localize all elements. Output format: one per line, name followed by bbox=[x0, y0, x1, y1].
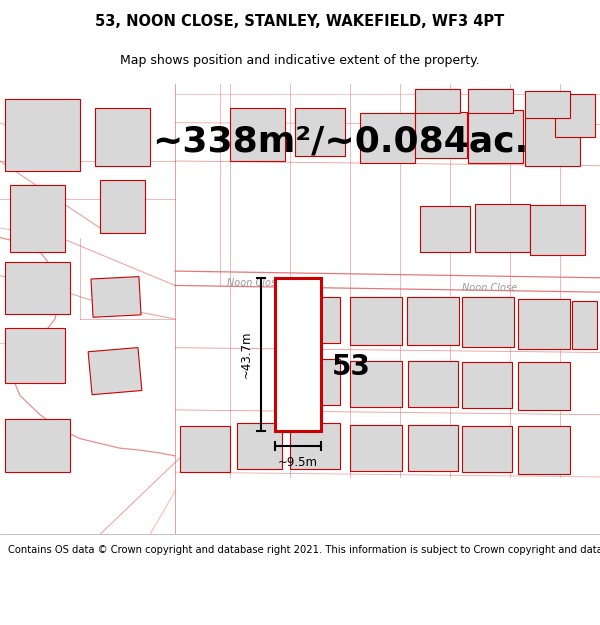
Text: Contains OS data © Crown copyright and database right 2021. This information is : Contains OS data © Crown copyright and d… bbox=[8, 545, 600, 555]
Polygon shape bbox=[5, 419, 70, 472]
Polygon shape bbox=[350, 297, 402, 345]
Text: ~9.5m: ~9.5m bbox=[278, 456, 318, 469]
Polygon shape bbox=[462, 426, 512, 472]
Text: Noon Close: Noon Close bbox=[463, 283, 518, 293]
Polygon shape bbox=[295, 108, 345, 156]
Polygon shape bbox=[10, 185, 65, 252]
Polygon shape bbox=[415, 112, 467, 158]
Bar bbox=[275, 278, 321, 431]
Polygon shape bbox=[462, 362, 512, 408]
Polygon shape bbox=[290, 297, 340, 343]
Polygon shape bbox=[555, 94, 595, 137]
Polygon shape bbox=[530, 205, 585, 255]
Polygon shape bbox=[88, 348, 142, 394]
Polygon shape bbox=[407, 297, 459, 345]
Polygon shape bbox=[408, 425, 458, 471]
Polygon shape bbox=[468, 89, 513, 113]
Polygon shape bbox=[5, 328, 65, 383]
Polygon shape bbox=[290, 359, 340, 405]
Polygon shape bbox=[462, 297, 514, 347]
Polygon shape bbox=[5, 99, 80, 171]
Polygon shape bbox=[518, 426, 570, 474]
Polygon shape bbox=[180, 426, 230, 472]
Polygon shape bbox=[5, 261, 70, 314]
Polygon shape bbox=[100, 180, 145, 232]
Text: ~43.7m: ~43.7m bbox=[240, 331, 253, 378]
Polygon shape bbox=[237, 423, 282, 469]
Polygon shape bbox=[230, 108, 285, 161]
Text: Map shows position and indicative extent of the property.: Map shows position and indicative extent… bbox=[120, 54, 480, 68]
Polygon shape bbox=[475, 204, 530, 252]
Text: 53, NOON CLOSE, STANLEY, WAKEFIELD, WF3 4PT: 53, NOON CLOSE, STANLEY, WAKEFIELD, WF3 … bbox=[95, 14, 505, 29]
Polygon shape bbox=[360, 113, 415, 163]
Polygon shape bbox=[95, 108, 150, 166]
Polygon shape bbox=[420, 206, 470, 252]
Polygon shape bbox=[290, 423, 340, 469]
Text: ~338m²/~0.084ac.: ~338m²/~0.084ac. bbox=[152, 125, 528, 159]
Polygon shape bbox=[350, 361, 402, 407]
Polygon shape bbox=[518, 362, 570, 410]
Text: 53: 53 bbox=[332, 352, 370, 381]
Polygon shape bbox=[518, 299, 570, 349]
Polygon shape bbox=[350, 425, 402, 471]
Polygon shape bbox=[525, 91, 570, 118]
Polygon shape bbox=[572, 301, 597, 349]
Polygon shape bbox=[468, 110, 523, 163]
Polygon shape bbox=[525, 113, 580, 166]
Polygon shape bbox=[415, 89, 460, 113]
Text: Noon Close: Noon Close bbox=[227, 278, 283, 288]
Polygon shape bbox=[408, 361, 458, 407]
Polygon shape bbox=[91, 277, 141, 318]
